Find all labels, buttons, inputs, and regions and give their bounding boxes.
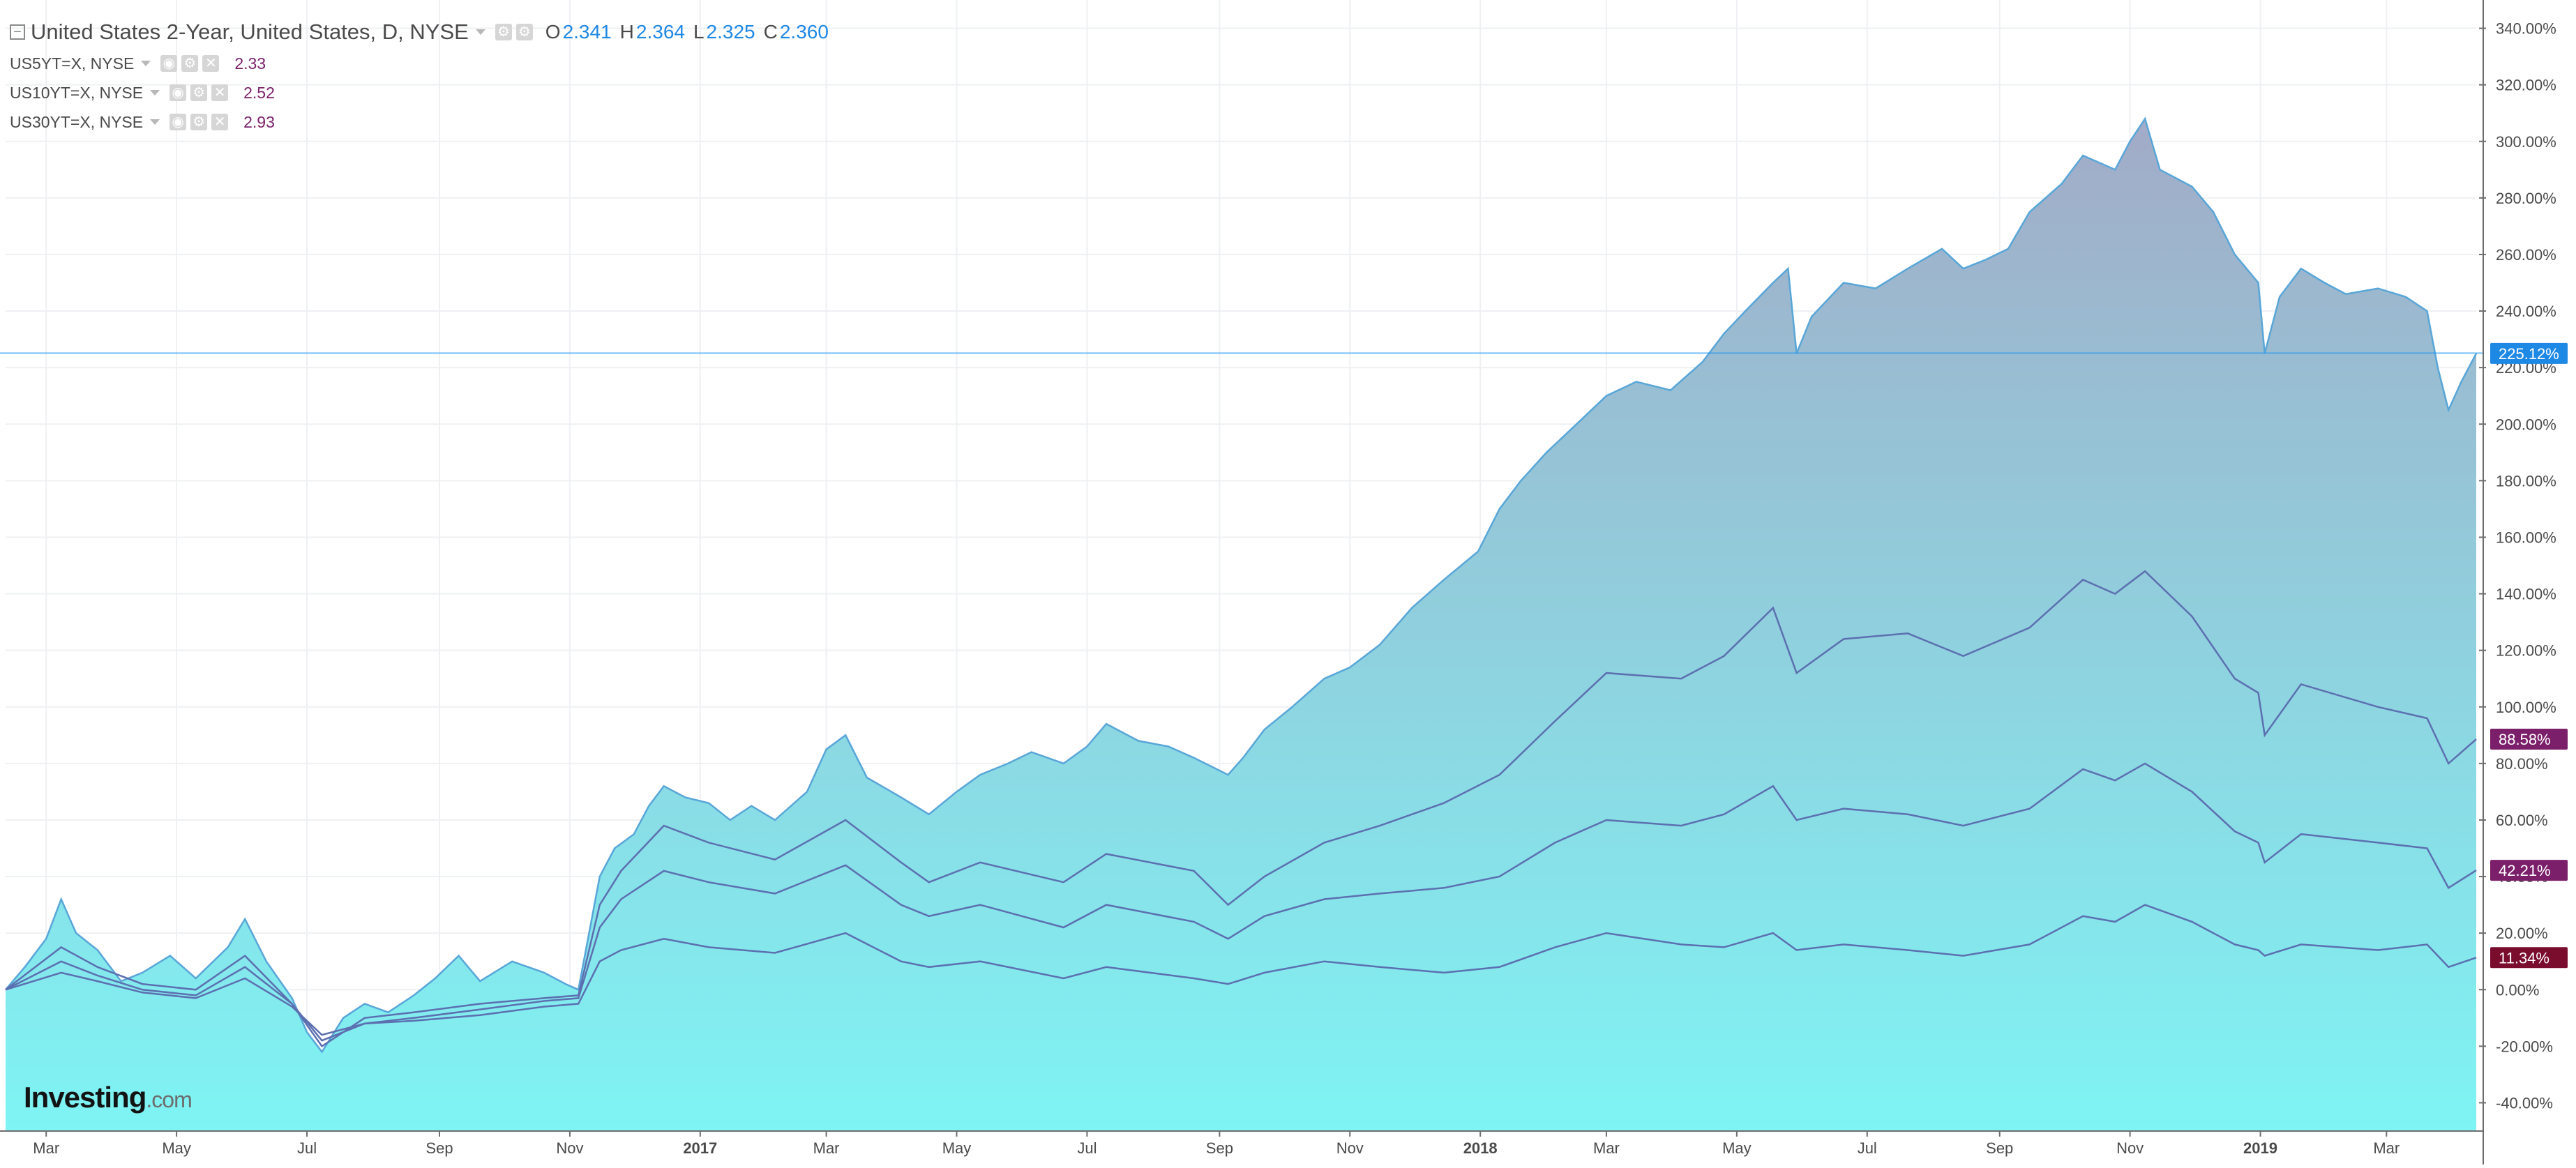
x-tick-label: 2018	[1463, 1139, 1498, 1157]
price-badge	[2490, 860, 2568, 881]
x-tick-label: Sep	[425, 1139, 453, 1157]
x-tick-label: Nov	[1336, 1139, 1364, 1157]
y-tick-label: 300.00%	[2496, 133, 2556, 151]
chevron-down-icon[interactable]	[150, 90, 160, 96]
y-tick-label: 260.00%	[2496, 246, 2556, 264]
price-badge-label: 11.34%	[2499, 949, 2549, 966]
legend: − United States 2-Year, United States, D…	[10, 15, 829, 137]
logo-suffix: .com	[146, 1087, 192, 1112]
y-tick-label: 280.00%	[2496, 190, 2556, 207]
y-tick-label: 340.00%	[2496, 20, 2556, 38]
y-tick-label: 200.00%	[2496, 416, 2556, 433]
ohlc-low-value: 2.325	[706, 21, 755, 43]
legend-row-us5y: US5YT=X, NYSE ◉ ⚙ ✕ 2.33	[10, 49, 829, 78]
settings-icon[interactable]: ⚙	[495, 24, 512, 40]
y-tick-label: 160.00%	[2496, 529, 2556, 546]
series-area-us2y	[6, 119, 2476, 1131]
price-badge-label: 225.12%	[2499, 345, 2559, 363]
x-tick-label: Mar	[33, 1139, 59, 1157]
price-badges: 225.12% 88.58% 42.21% 11.34%	[2490, 342, 2568, 969]
legend-series-title: US5YT=X, NYSE	[10, 54, 135, 73]
series-layer	[0, 116, 2483, 1131]
series-line-1	[5, 570, 2477, 1048]
ohlc-close-value: 2.360	[779, 21, 829, 43]
x-tick-label: Sep	[1986, 1139, 2013, 1157]
y-tick-label: 180.00%	[2496, 472, 2556, 490]
x-tick-label: Nov	[556, 1139, 583, 1157]
chevron-down-icon[interactable]	[150, 119, 160, 125]
x-tick-label: Jul	[1858, 1139, 1877, 1157]
x-tick-label: May	[1722, 1139, 1752, 1157]
y-tick-label: 240.00%	[2496, 303, 2556, 320]
ohlc-open-key: O	[545, 21, 561, 43]
legend-series-value: 2.33	[234, 54, 266, 73]
settings-icon[interactable]: ⚙	[181, 55, 199, 72]
x-tick-label: Sep	[1206, 1139, 1233, 1157]
ohlc-open-value: 2.341	[562, 21, 612, 43]
y-tick-label: 0.00%	[2496, 981, 2539, 999]
y-tick-label: 120.00%	[2496, 642, 2556, 660]
close-icon[interactable]: ✕	[202, 55, 220, 72]
y-tick-label: 80.00%	[2496, 755, 2548, 773]
legend-main-row: − United States 2-Year, United States, D…	[10, 15, 829, 49]
chevron-down-icon[interactable]	[141, 61, 151, 66]
x-tick-label: Mar	[1593, 1139, 1620, 1157]
y-tick-label: 320.00%	[2496, 77, 2556, 94]
series-line-3	[5, 904, 2477, 1036]
investing-logo: Investing.com	[24, 1081, 193, 1114]
price-badge-label: 42.21%	[2499, 862, 2551, 879]
legend-series-title: US30YT=X, NYSE	[10, 112, 144, 131]
legend-series-title: US10YT=X, NYSE	[10, 83, 144, 102]
ohlc-high-key: H	[619, 21, 634, 43]
eye-icon[interactable]: ◉	[170, 84, 187, 101]
y-tick-label: 140.00%	[2496, 586, 2556, 603]
x-tick-label: May	[162, 1139, 191, 1157]
main-series-title: United States 2-Year, United States, D, …	[31, 20, 469, 44]
legend-row-us30y: US30YT=X, NYSE ◉ ⚙ ✕ 2.93	[10, 107, 829, 137]
x-tick-label: Jul	[297, 1139, 317, 1157]
x-tick-label: May	[942, 1139, 972, 1157]
ohlc-close-key: C	[763, 21, 778, 43]
legend-row-us10y: US10YT=X, NYSE ◉ ⚙ ✕ 2.52	[10, 78, 829, 107]
legend-series-value: 2.93	[243, 112, 275, 131]
logo-main: Investing	[24, 1081, 146, 1114]
series-line-2	[5, 762, 2477, 1042]
close-icon[interactable]: ✕	[211, 114, 229, 130]
format-icon[interactable]: ⚙	[515, 24, 533, 40]
settings-icon[interactable]: ⚙	[190, 114, 208, 130]
legend-series-value: 2.52	[243, 83, 275, 102]
y-tick-label: -40.00%	[2496, 1094, 2553, 1112]
ohlc-high-value: 2.364	[635, 21, 685, 43]
price-badge-label: 88.58%	[2499, 731, 2551, 748]
x-tick-label: Nov	[2116, 1139, 2144, 1157]
x-tick-label: Mar	[2373, 1139, 2400, 1157]
collapse-icon[interactable]: −	[10, 24, 25, 40]
x-tick-label: 2017	[683, 1139, 717, 1157]
close-icon[interactable]: ✕	[211, 84, 229, 101]
x-tick-label: Jul	[1077, 1139, 1097, 1157]
eye-icon[interactable]: ◉	[160, 55, 178, 72]
x-tick-label: Mar	[813, 1139, 840, 1157]
ohlc-low-key: L	[693, 21, 705, 43]
price-badge	[2490, 342, 2568, 364]
settings-icon[interactable]: ⚙	[190, 84, 208, 101]
y-tick-label: 60.00%	[2496, 812, 2548, 829]
y-tick-label: 100.00%	[2496, 699, 2556, 716]
series-line-us2y	[5, 116, 2478, 1054]
y-tick-label: 20.00%	[2496, 925, 2548, 942]
eye-icon[interactable]: ◉	[170, 114, 187, 130]
price-badge	[2490, 947, 2568, 969]
price-badge	[2490, 729, 2568, 750]
chevron-down-icon[interactable]	[475, 29, 485, 35]
x-tick-label: 2019	[2243, 1139, 2277, 1157]
y-tick-label: -20.00%	[2496, 1038, 2553, 1055]
